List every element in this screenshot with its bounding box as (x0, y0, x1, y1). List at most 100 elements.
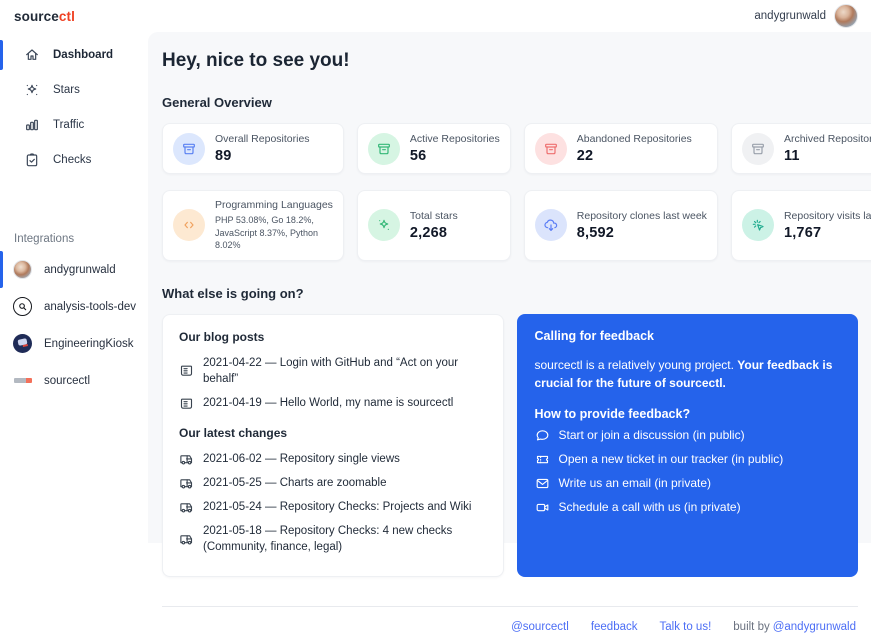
sparkle-icon (24, 82, 40, 98)
sidebar-integration-andygrunwald[interactable]: andygrunwald (0, 251, 148, 288)
engineeringkiosk-logo-icon (13, 334, 32, 353)
stat-card-archived-repositories: Archived Repositories 11 (730, 123, 871, 174)
stat-title: Total stars (409, 209, 458, 222)
code-icon (173, 209, 205, 242)
sidebar-item-label: Checks (53, 154, 92, 166)
footer: @sourcectl feedback Talk to us! built by… (162, 605, 858, 633)
feedback-option-ticket[interactable]: Open a new ticket in our tracker (in pub… (535, 452, 841, 467)
blog-post-text: 2021-04-22 — Login with GitHub and “Act … (203, 356, 459, 385)
stat-card-total-stars: Total stars 2,268 (356, 190, 511, 261)
latest-changes-title: Our latest changes (179, 426, 288, 441)
user-menu[interactable]: andygrunwald (754, 4, 858, 28)
news-card: Our blog posts 2021-04-22 — Login with G… (162, 313, 504, 577)
main-panel: Hey, nice to see you! General Overview O… (148, 32, 871, 633)
integrations-section-label: Integrations (14, 233, 75, 245)
home-icon (24, 47, 40, 63)
feedback-how-title: How to provide feedback? (534, 406, 691, 421)
change-text: 2021-05-25 — Charts are zoomable (203, 477, 387, 490)
logo-text-accent: ctl (58, 8, 75, 24)
sidebar-item-traffic[interactable]: Traffic (0, 110, 148, 140)
stat-title: Overall Repositories (215, 133, 310, 145)
change-text: 2021-06-02 — Repository single views (203, 453, 400, 466)
stat-value: 11 (783, 148, 800, 164)
change-text: 2021-05-24 — Repository Checks: Projects… (203, 501, 472, 514)
truck-icon (179, 500, 194, 515)
sidebar-integration-engineeringkiosk[interactable]: EngineeringKiosk (0, 325, 148, 362)
logo-text-primary: source (14, 8, 59, 24)
top-bar: sourcectl andygrunwald (0, 0, 871, 32)
feedback-option-label: Open a new ticket in our tracker (in pub… (558, 452, 784, 467)
news-icon (179, 396, 194, 411)
sidebar-integration-sourcectl[interactable]: sourcectl (0, 362, 148, 399)
stat-value: 56 (409, 148, 427, 164)
blog-post-text: 2021-04-19 — Hello World, my name is sou… (203, 396, 454, 409)
archive-icon (534, 132, 567, 165)
message-circle-icon (535, 428, 550, 443)
integration-label: sourcectl (44, 374, 91, 387)
blog-post-item[interactable]: 2021-04-22 — Login with GitHub and “Act … (179, 355, 487, 387)
mail-icon (535, 476, 550, 491)
app-logo[interactable]: sourcectl (14, 9, 75, 24)
video-camera-icon (535, 500, 550, 515)
user-avatar[interactable] (834, 4, 858, 28)
sidebar: Dashboard Stars Traffic Checks Integrati… (0, 32, 148, 543)
feedback-card: Calling for feedback sourcectl is a rela… (516, 313, 858, 577)
footer-link-andygrunwald[interactable]: @andygrunwald (772, 620, 856, 633)
feedback-option-email[interactable]: Write us an email (in private) (535, 476, 841, 491)
stat-title: Active Repositories (409, 133, 500, 145)
sidebar-item-label: Traffic (53, 119, 85, 131)
stat-value: 1,767 (783, 224, 822, 241)
change-item[interactable]: 2021-05-24 — Repository Checks: Projects… (179, 499, 487, 515)
truck-icon (179, 476, 194, 491)
truck-icon (179, 452, 194, 467)
feedback-intro-normal: sourcectl is a relatively young project. (534, 357, 738, 372)
feedback-title: Calling for feedback (534, 328, 654, 343)
footer-built-by: built by @andygrunwald (733, 621, 856, 633)
stat-title: Programming Languages (215, 199, 333, 211)
sidebar-item-dashboard[interactable]: Dashboard (0, 40, 148, 70)
stat-title: Abandoned Repositories (576, 133, 692, 145)
feedback-option-label: Start or join a discussion (in public) (558, 428, 745, 443)
ticket-icon (535, 452, 550, 467)
analysis-tools-logo-icon (13, 297, 32, 316)
feedback-intro-bold: Your feedback is crucial for the future … (534, 357, 833, 390)
integration-label: analysis-tools-dev (44, 300, 137, 313)
stat-card-repository-visits: Repository visits last week 1,767 (730, 190, 871, 261)
overview-section-title: General Overview (162, 95, 272, 110)
blog-posts-title: Our blog posts (179, 329, 265, 344)
feedback-option-label: Write us an email (in private) (558, 476, 712, 491)
integration-label: andygrunwald (44, 263, 116, 276)
stat-value: 8,592 (576, 224, 615, 241)
footer-link-sourcectl[interactable]: @sourcectl (511, 620, 569, 633)
stat-card-overall-repositories: Overall Repositories 89 (162, 123, 344, 174)
username-label: andygrunwald (754, 10, 826, 22)
archive-icon (741, 132, 774, 165)
archive-icon (173, 132, 205, 165)
cloud-download-icon (534, 209, 567, 242)
change-item[interactable]: 2021-05-18 — Repository Checks: 4 new ch… (179, 523, 487, 555)
feedback-option-call[interactable]: Schedule a call with us (in private) (535, 500, 841, 515)
stat-card-repository-clones: Repository clones last week 8,592 (523, 190, 718, 261)
blog-post-item[interactable]: 2021-04-19 — Hello World, my name is sou… (179, 395, 487, 411)
change-item[interactable]: 2021-05-25 — Charts are zoomable (179, 475, 487, 491)
feedback-option-discussion[interactable]: Start or join a discussion (in public) (535, 428, 841, 443)
sidebar-integration-analysis-tools-dev[interactable]: analysis-tools-dev (0, 288, 148, 325)
integration-avatar (13, 260, 32, 279)
change-text: 2021-05-18 — Repository Checks: 4 new ch… (203, 525, 453, 554)
stat-value: 22 (576, 148, 594, 164)
sidebar-item-label: Dashboard (53, 49, 114, 61)
sourcectl-wordmark-icon (13, 371, 32, 390)
truck-icon (179, 532, 194, 547)
change-item[interactable]: 2021-06-02 — Repository single views (179, 451, 487, 467)
footer-link-feedback[interactable]: feedback (590, 620, 638, 633)
sidebar-item-stars[interactable]: Stars (0, 75, 148, 105)
stat-card-abandoned-repositories: Abandoned Repositories 22 (523, 123, 718, 174)
sidebar-item-checks[interactable]: Checks (0, 145, 148, 175)
cursor-click-icon (741, 209, 774, 242)
page-greeting: Hey, nice to see you! (162, 50, 350, 71)
stat-value: 2,268 (409, 224, 448, 241)
footer-link-talk-to-us[interactable]: Talk to us! (659, 620, 712, 633)
feedback-intro: sourcectl is a relatively young project.… (535, 356, 841, 392)
sparkle-icon (367, 209, 400, 242)
clipboard-check-icon (24, 152, 40, 168)
